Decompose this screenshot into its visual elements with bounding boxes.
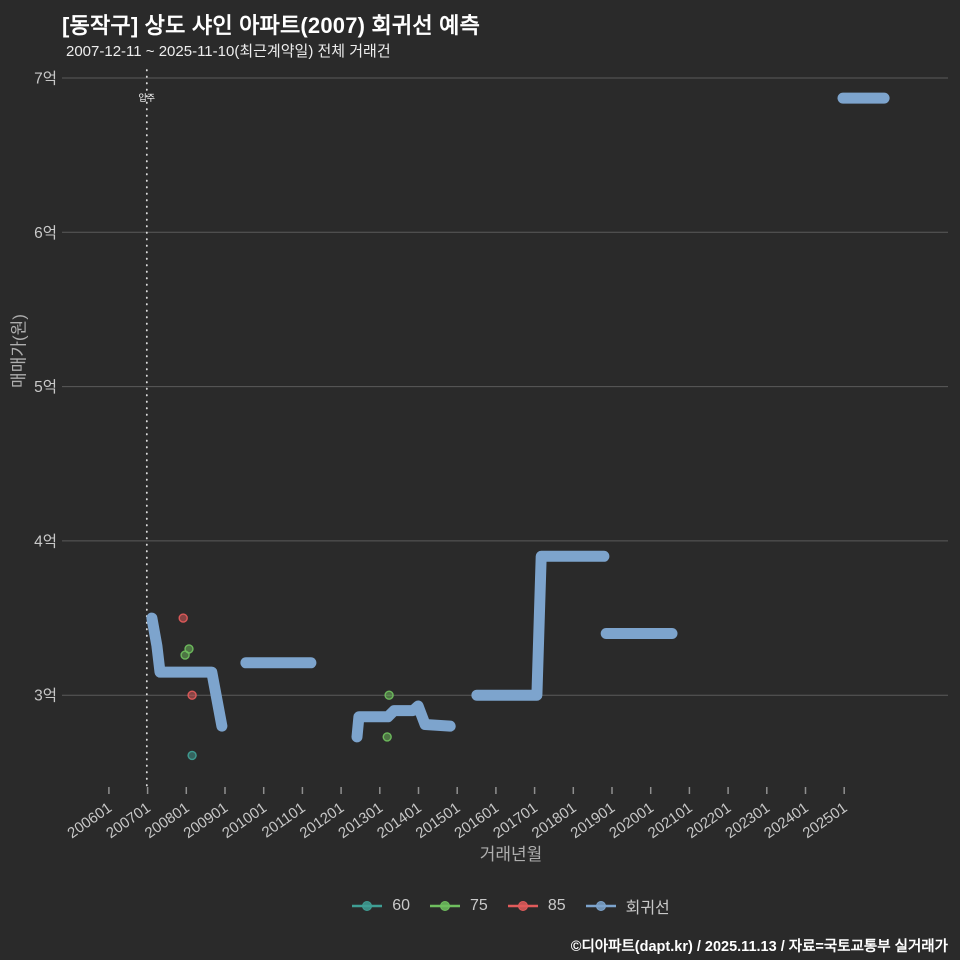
legend-marker-icon	[585, 901, 616, 911]
y-tick-label: 3억	[34, 687, 57, 705]
chart-subtitle: 2007-12-11 ~ 2025-11-10(최근계약일) 전체 거래건	[66, 43, 391, 60]
scatter-point-60	[187, 750, 197, 761]
legend-item-60: 60	[352, 897, 410, 915]
regression-line-segment	[471, 550, 610, 701]
regression-line-segment	[146, 612, 228, 732]
annotation-move-in-label: 입주	[139, 92, 156, 103]
legend-item-회귀선: 회귀선	[585, 894, 670, 918]
scatter-point-75	[384, 690, 394, 700]
x-tick-label: 201001	[219, 799, 270, 842]
regression-line-segment	[351, 700, 456, 743]
legend-item-85: 85	[507, 897, 566, 915]
scatter-point-85	[178, 613, 188, 623]
legend-marker-icon	[507, 901, 538, 911]
x-tick-label: 202501	[800, 799, 851, 842]
legend-label: 60	[392, 897, 411, 914]
credit-footer: ©디아파트(dapt.kr) / 2025.11.13 / 자료=국토교통부 실…	[570, 939, 948, 955]
scatter-point-75	[184, 644, 194, 654]
legend-label: 85	[547, 897, 566, 914]
legend-marker-icon	[430, 901, 461, 911]
legend-item-75: 75	[430, 897, 488, 915]
legend-label: 회귀선	[625, 900, 670, 917]
scatter-point-85	[187, 690, 197, 700]
legend: 60 75 85 회귀선	[62, 894, 960, 918]
legend-marker-icon	[352, 901, 383, 911]
legend-label: 75	[470, 897, 488, 914]
plot-area: 7억6억5억4억3억200601200701200801200901201001…	[34, 69, 948, 842]
scatter-point-75	[382, 732, 392, 742]
page-title: [동작구] 상도 샤인 아파트(2007) 회귀선 예측	[62, 13, 481, 38]
y-tick-label: 7억	[34, 70, 57, 88]
y-tick-label: 5억	[34, 378, 57, 396]
x-axis-title: 거래년월	[479, 845, 543, 864]
y-tick-label: 6억	[34, 224, 57, 242]
y-tick-label: 4억	[34, 532, 57, 550]
